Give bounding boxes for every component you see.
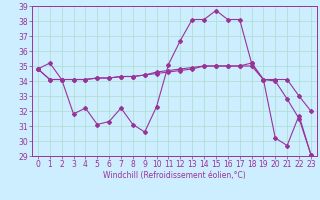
X-axis label: Windchill (Refroidissement éolien,°C): Windchill (Refroidissement éolien,°C) bbox=[103, 171, 246, 180]
